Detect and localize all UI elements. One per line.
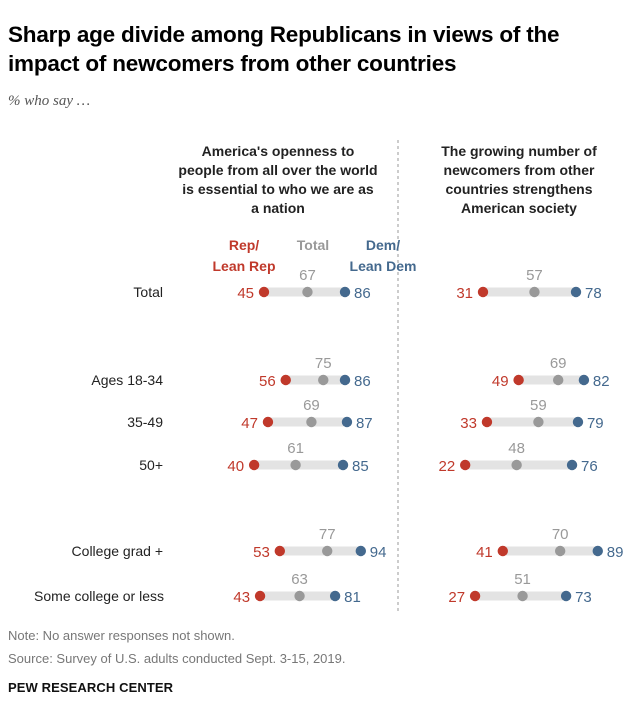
chart-source: Source: Survey of U.S. adults conducted …: [8, 651, 346, 666]
panel-1-rep-dot: [254, 590, 266, 602]
panel-2-total-label: 57: [526, 267, 543, 284]
panel-1-dem-label: 85: [352, 458, 369, 475]
panel-2-total-dot: [533, 416, 544, 428]
panel-1-rep-dot: [258, 286, 270, 298]
panel-2-dem-dot: [578, 374, 590, 386]
panel-1-rep-label: 43: [233, 589, 250, 606]
panel-1-rep-dot: [274, 545, 286, 557]
panel-2-total-label: 59: [530, 397, 547, 414]
chart-subtitle: % who say …: [8, 93, 91, 109]
panel-2-rep-dot: [513, 374, 524, 386]
panel-1-dem-dot: [329, 590, 341, 602]
panel-1-total-label: 75: [315, 355, 332, 372]
panel-1-rep-dot: [248, 459, 260, 471]
panel-1-rep-dot: [262, 416, 274, 428]
row-label: Some college or less: [34, 588, 164, 604]
panel-1-rep-label: 40: [227, 458, 244, 475]
panel-1-total-dot: [318, 374, 329, 386]
row-label: Total: [133, 284, 163, 300]
panel-2-rep-dot: [459, 459, 471, 471]
row-label: College grad +: [72, 543, 163, 559]
panel-2-rep-dot: [497, 545, 508, 557]
panel-2-total-dot: [554, 545, 566, 557]
panel-2-dem-dot: [560, 590, 572, 602]
legend-total: Total: [297, 237, 329, 253]
panel-1-total-label: 63: [291, 571, 308, 588]
legend-dem-line2: Lean Dem: [350, 258, 417, 274]
panel-1-dem-label: 87: [356, 415, 373, 432]
panel-1-total-label: 77: [319, 526, 336, 543]
panel-2-total-label: 69: [550, 355, 567, 372]
chart-title: Sharp age divide among Republicans in vi…: [8, 22, 560, 76]
panel-1-dem-dot: [339, 374, 351, 386]
panel-2-rep-label: 22: [439, 458, 456, 475]
panel-1-rep-label: 56: [259, 373, 276, 390]
panel-1-dem-label: 86: [354, 285, 371, 302]
panel-1-dem-label: 94: [370, 544, 387, 561]
legend-rep-line1: Rep/: [229, 237, 259, 253]
row-label: Ages 18-34: [91, 372, 163, 388]
panel-1-total-label: 61: [287, 440, 304, 457]
panel-1-total-dot: [294, 590, 305, 602]
panel-2-dem-dot: [592, 545, 603, 557]
panel-2-total-label: 48: [508, 440, 525, 457]
panel-1-rep-label: 45: [237, 285, 254, 302]
panel-2-dem-dot: [570, 286, 582, 298]
pew-logo-text: PEW RESEARCH CENTER: [8, 680, 174, 695]
panel-1-total-label: 67: [299, 267, 316, 284]
panel-1-dem-dot: [337, 459, 349, 471]
panel-2-title: The growing number of newcomers from oth…: [441, 143, 597, 216]
panel-2-total-dot: [511, 459, 522, 471]
panel-2-total-label: 70: [552, 526, 569, 543]
legend-rep-line2: Lean Rep: [212, 258, 275, 274]
panel-2-total-label: 51: [514, 571, 531, 588]
panel-2-total-dot: [529, 286, 540, 298]
panel-2-dem-label: 78: [585, 285, 602, 302]
panel-2-rep-label: 41: [476, 544, 493, 561]
panel-2-rep-dot: [469, 590, 481, 602]
panel-1-dem-label: 86: [354, 373, 371, 390]
panel-1-dem-dot: [339, 286, 351, 298]
legend-dem-line1: Dem/: [366, 237, 400, 253]
panel-2-rep-label: 33: [460, 415, 477, 432]
panel-1-total-dot: [306, 416, 317, 428]
panel-1-rep-dot: [280, 374, 291, 386]
panel-2-dem-label: 73: [575, 589, 592, 606]
chart-note: Note: No answer responses not shown.: [8, 628, 235, 643]
panel-1-title: America's openness to people from all ov…: [178, 143, 378, 216]
row-label: 50+: [139, 457, 163, 473]
panel-1-total-dot: [322, 545, 333, 557]
panel-1-rep-label: 53: [253, 544, 270, 561]
panel-2-rep-label: 31: [456, 285, 473, 302]
panel-2-total-dot: [517, 590, 528, 602]
panel-2-rep-label: 27: [448, 589, 465, 606]
panel-1-dem-dot: [355, 545, 367, 557]
panel-2-total-dot: [552, 374, 564, 386]
panel-1-total-dot: [290, 459, 301, 471]
panel-2-dem-label: 76: [581, 458, 598, 475]
panel-2-rep-label: 49: [492, 373, 509, 390]
row-label: 35-49: [127, 414, 163, 430]
panel-1-rep-label: 47: [241, 415, 258, 432]
panel-2-dem-label: 79: [587, 415, 604, 432]
panel-1-dem-dot: [341, 416, 353, 428]
panel-2-dem-dot: [572, 416, 584, 428]
panel-2-rep-dot: [477, 286, 489, 298]
panel-1-total-dot: [302, 286, 313, 298]
panel-1-total-label: 69: [303, 397, 320, 414]
panel-2-rep-dot: [481, 416, 493, 428]
panel-2-dem-label: 89: [607, 544, 624, 561]
panel-2-dem-label: 82: [593, 373, 610, 390]
panel-1-dem-label: 81: [344, 589, 361, 606]
panel-2-dem-dot: [566, 459, 578, 471]
